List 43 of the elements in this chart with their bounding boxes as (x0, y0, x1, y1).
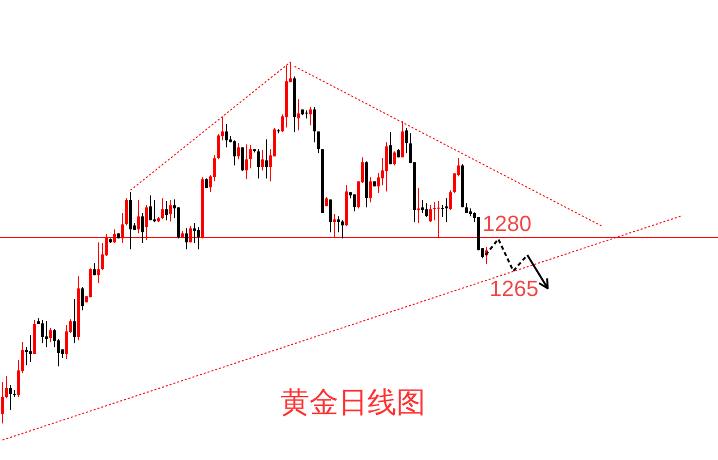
candlestick (81, 287, 84, 310)
candlestick (141, 213, 144, 244)
candlestick (149, 195, 152, 220)
candlestick (257, 149, 260, 178)
candlestick (469, 208, 472, 216)
candlestick (193, 223, 196, 244)
candlestick (405, 128, 408, 154)
candlestick (177, 207, 180, 238)
text: 黄金日线图 (280, 385, 426, 419)
candlestick (233, 140, 236, 166)
candlestick (389, 132, 392, 164)
candlestick (317, 131, 320, 154)
candlestick (397, 149, 400, 158)
annotation: 1280 (482, 211, 532, 236)
candlestick (129, 192, 132, 250)
candlestick (329, 199, 332, 232)
candlestick (373, 181, 376, 186)
candlestick (73, 299, 76, 344)
candlestick (109, 238, 112, 244)
annotation: 1265 (490, 276, 538, 302)
candlestick (117, 233, 120, 238)
candlestick (313, 107, 316, 142)
candlestick (153, 200, 156, 222)
candlestick (341, 220, 344, 238)
candlestick (445, 198, 448, 222)
candlestick (253, 149, 256, 152)
candlestick (353, 194, 356, 212)
candlestick (41, 320, 44, 344)
candlestick (265, 139, 268, 178)
candlestick (321, 149, 324, 214)
candlestick (293, 76, 296, 132)
candlestick (425, 203, 428, 218)
candlestick (301, 109, 304, 116)
candlestick (205, 178, 208, 188)
candlestick (365, 161, 368, 208)
candlestick (185, 228, 188, 250)
candlestick (93, 263, 96, 276)
candlestick (461, 164, 464, 208)
candlestick (337, 216, 340, 232)
candlestick (29, 335, 32, 362)
candlestick (465, 203, 468, 214)
candlestick (241, 147, 244, 172)
candlestick (225, 124, 228, 148)
